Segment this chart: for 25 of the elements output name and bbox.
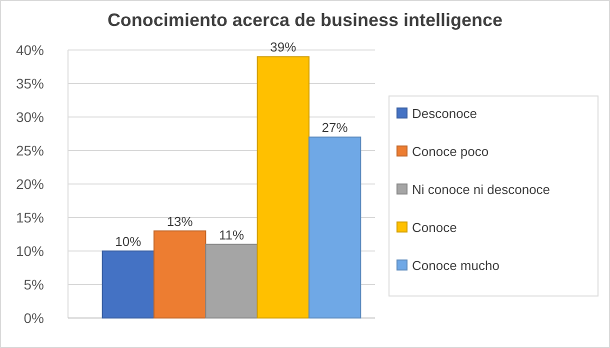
legend-label: Conoce mucho [412, 258, 500, 273]
y-tick-label: 40% [16, 42, 44, 58]
bar [308, 136, 362, 318]
legend-label: Desconoce [412, 106, 478, 121]
y-tick-label: 20% [16, 176, 44, 192]
y-tick-label: 10% [16, 243, 44, 259]
bar [154, 230, 206, 318]
bar [205, 244, 258, 318]
data-label: 11% [218, 227, 244, 242]
y-tick-label: 30% [16, 109, 44, 125]
data-label: 39% [270, 40, 297, 55]
chart-title: Conocimiento acerca de business intelligence [107, 10, 503, 30]
y-tick-label: 35% [16, 76, 44, 92]
y-tick-label: 25% [16, 142, 44, 158]
data-label: 10% [115, 234, 142, 249]
data-label: 13% [166, 214, 194, 229]
legend-label: Ni conoce ni desconoce [412, 182, 550, 197]
legend-label: Conoce [412, 220, 457, 235]
bar [102, 250, 155, 318]
bar [256, 56, 310, 318]
legend-label: Conoce poco [412, 144, 489, 159]
y-tick-label: 15% [16, 210, 44, 226]
y-tick-label: 0% [24, 310, 44, 326]
y-tick-label: 5% [24, 276, 44, 292]
data-label: 27% [322, 120, 348, 136]
